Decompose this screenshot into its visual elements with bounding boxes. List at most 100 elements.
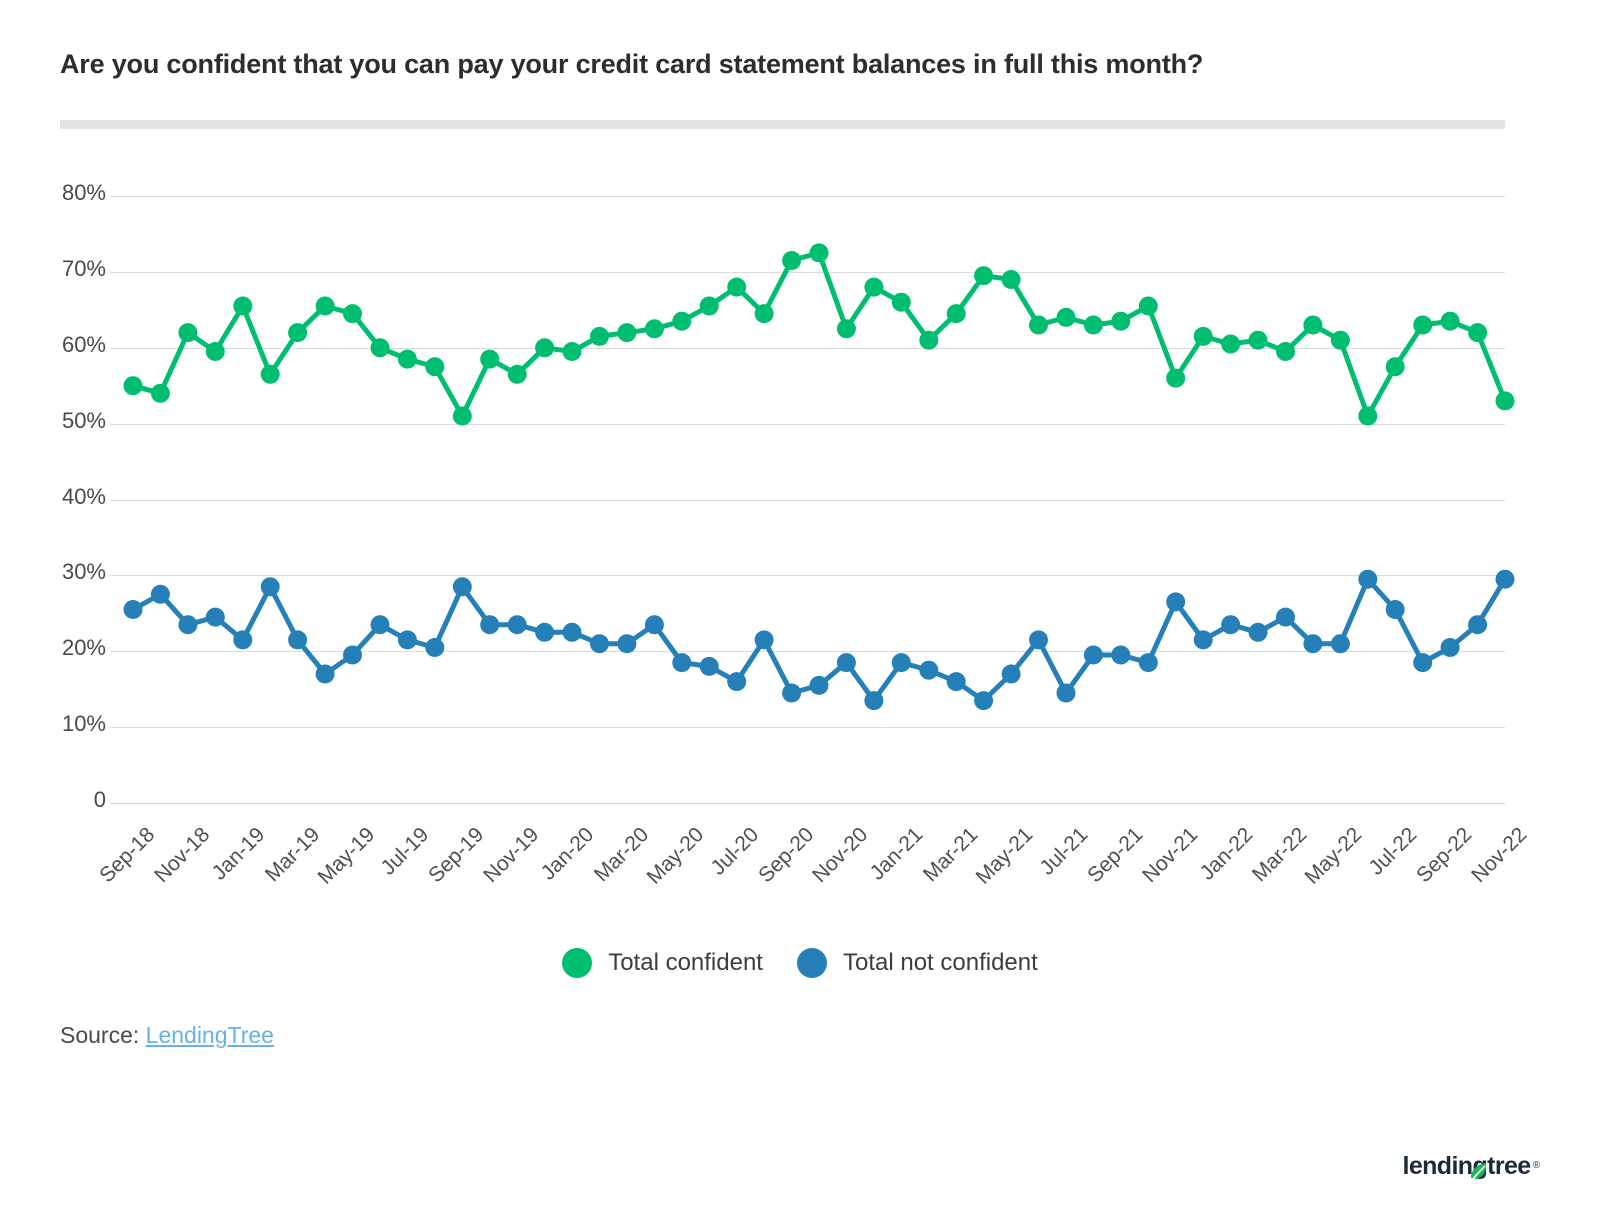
data-point[interactable] — [672, 653, 692, 673]
data-point[interactable] — [1001, 664, 1021, 684]
data-point[interactable] — [343, 645, 362, 665]
data-point[interactable] — [315, 664, 335, 684]
data-point[interactable] — [782, 251, 802, 270]
data-point[interactable] — [1166, 592, 1186, 612]
data-point[interactable] — [1440, 638, 1460, 657]
data-point[interactable] — [617, 323, 637, 343]
data-point[interactable] — [480, 349, 500, 369]
data-point[interactable] — [809, 243, 829, 263]
data-point[interactable] — [425, 638, 445, 657]
data-point[interactable] — [1358, 406, 1378, 426]
data-point[interactable] — [1303, 634, 1323, 654]
data-point[interactable] — [1056, 307, 1076, 327]
data-point[interactable] — [727, 672, 747, 692]
data-point[interactable] — [754, 630, 774, 650]
data-point[interactable] — [452, 406, 472, 426]
data-point[interactable] — [1385, 357, 1405, 377]
data-point[interactable] — [974, 691, 994, 711]
data-point[interactable] — [1413, 653, 1433, 673]
data-point[interactable] — [946, 672, 966, 692]
data-point[interactable] — [864, 277, 884, 297]
data-point[interactable] — [1138, 296, 1158, 316]
data-point[interactable] — [343, 304, 362, 324]
data-point[interactable] — [1276, 607, 1295, 627]
data-point[interactable] — [1111, 311, 1131, 331]
data-point[interactable] — [974, 266, 994, 286]
data-point[interactable] — [809, 675, 829, 695]
data-point[interactable] — [288, 323, 308, 343]
data-point[interactable] — [397, 349, 417, 369]
data-point[interactable] — [480, 615, 500, 635]
data-point[interactable] — [1083, 645, 1103, 665]
data-point[interactable] — [260, 364, 280, 384]
data-point[interactable] — [1385, 600, 1405, 619]
data-point[interactable] — [150, 584, 170, 604]
data-point[interactable] — [178, 615, 198, 635]
data-point[interactable] — [1221, 615, 1241, 635]
data-point[interactable] — [1029, 630, 1048, 650]
legend-item-total-not-confident[interactable]: Total not confident — [796, 948, 1038, 978]
data-point[interactable] — [425, 357, 445, 377]
data-point[interactable] — [260, 577, 280, 597]
data-point[interactable] — [1029, 315, 1048, 335]
data-point[interactable] — [1248, 330, 1268, 350]
data-point[interactable] — [370, 615, 390, 635]
data-point[interactable] — [836, 319, 856, 339]
data-point[interactable] — [644, 615, 664, 635]
data-point[interactable] — [672, 311, 692, 331]
data-point[interactable] — [507, 615, 527, 635]
data-point[interactable] — [1193, 326, 1213, 346]
data-point[interactable] — [891, 292, 911, 312]
data-point[interactable] — [178, 323, 198, 343]
data-point[interactable] — [123, 600, 143, 619]
data-point[interactable] — [1440, 311, 1460, 331]
data-point[interactable] — [1276, 342, 1295, 361]
data-point[interactable] — [919, 330, 939, 350]
data-point[interactable] — [205, 342, 225, 361]
data-point[interactable] — [1303, 315, 1323, 335]
data-point[interactable] — [150, 383, 170, 403]
legend-item-total-confident[interactable]: Total confident — [562, 948, 763, 978]
data-point[interactable] — [452, 577, 472, 597]
data-point[interactable] — [507, 364, 527, 384]
data-point[interactable] — [1330, 330, 1350, 350]
data-point[interactable] — [1083, 315, 1103, 335]
data-point[interactable] — [727, 277, 747, 297]
data-point[interactable] — [233, 630, 253, 650]
data-point[interactable] — [590, 326, 609, 346]
data-point[interactable] — [836, 653, 856, 673]
data-point[interactable] — [754, 304, 774, 324]
data-point[interactable] — [1495, 391, 1515, 411]
data-point[interactable] — [1413, 315, 1433, 335]
data-point[interactable] — [1358, 569, 1378, 589]
data-point[interactable] — [233, 296, 253, 316]
data-point[interactable] — [1248, 622, 1268, 642]
data-point[interactable] — [562, 622, 582, 642]
data-point[interactable] — [782, 683, 802, 703]
data-point[interactable] — [699, 656, 719, 676]
data-point[interactable] — [644, 319, 664, 339]
data-point[interactable] — [370, 338, 390, 358]
data-point[interactable] — [1468, 615, 1488, 635]
data-point[interactable] — [1056, 683, 1076, 703]
data-point[interactable] — [699, 296, 719, 316]
data-point[interactable] — [590, 634, 609, 654]
data-point[interactable] — [1138, 653, 1158, 673]
data-point[interactable] — [205, 607, 225, 627]
data-point[interactable] — [1330, 634, 1350, 654]
data-point[interactable] — [288, 630, 308, 650]
data-point[interactable] — [562, 342, 582, 361]
data-point[interactable] — [1193, 630, 1213, 650]
data-point[interactable] — [617, 634, 637, 654]
data-point[interactable] — [1166, 368, 1186, 388]
data-point[interactable] — [864, 691, 884, 711]
data-point[interactable] — [1001, 270, 1021, 289]
data-point[interactable] — [1468, 323, 1488, 343]
source-link[interactable]: LendingTree — [145, 1022, 274, 1048]
data-point[interactable] — [946, 304, 966, 324]
data-point[interactable] — [123, 376, 143, 396]
data-point[interactable] — [397, 630, 417, 650]
data-point[interactable] — [535, 622, 555, 642]
data-point[interactable] — [891, 653, 911, 673]
data-point[interactable] — [1221, 334, 1241, 354]
